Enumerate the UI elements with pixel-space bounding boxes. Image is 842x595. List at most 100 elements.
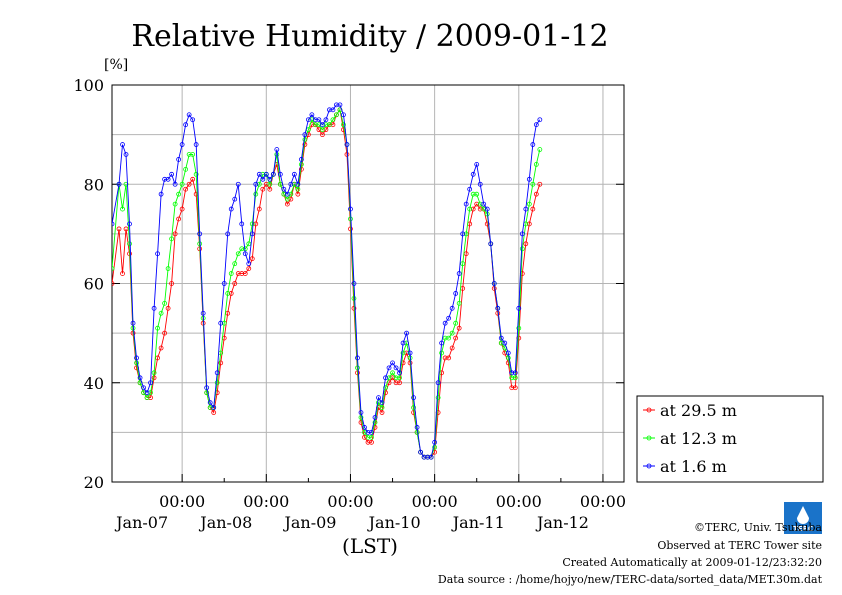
- data-point: [288, 191, 294, 197]
- data-point: [411, 395, 416, 401]
- y-axis: 20 40 60 80 100: [73, 76, 624, 492]
- data-point: [256, 171, 262, 177]
- data-point: [383, 385, 388, 391]
- data-point: [169, 171, 175, 177]
- credit-copyright: ©TERC, Univ. Tsukuba: [694, 521, 822, 534]
- data-point: [365, 439, 371, 445]
- data-point: [144, 395, 150, 401]
- data-point: [383, 375, 388, 381]
- legend-box: [636, 395, 824, 483]
- data-point: [337, 102, 343, 108]
- data-point: [365, 434, 371, 440]
- data-point: [400, 350, 406, 356]
- data-point: [379, 405, 385, 410]
- data-point: [442, 320, 448, 326]
- data-point: [516, 325, 522, 331]
- data-point: [341, 122, 346, 128]
- data-point: [320, 127, 325, 133]
- data-point: [116, 181, 122, 187]
- data-point: [235, 271, 241, 276]
- data-point: [169, 236, 175, 242]
- data-point: [390, 370, 395, 376]
- data-point: [358, 415, 364, 420]
- data-point: [123, 226, 129, 232]
- data-point: [284, 201, 290, 207]
- data-point: [449, 330, 455, 336]
- data-point: [246, 266, 252, 272]
- data-point: [484, 221, 490, 227]
- data-point: [327, 122, 332, 128]
- data-point: [526, 176, 532, 182]
- data-point: [172, 231, 178, 237]
- data-point: [225, 231, 231, 237]
- data-point: [533, 191, 539, 197]
- data-point: [295, 186, 301, 192]
- data-point: [134, 360, 139, 366]
- data-point: [418, 449, 424, 455]
- data-point: [512, 375, 518, 381]
- data-point: [239, 246, 245, 252]
- x-tick-time-label: 00:00: [412, 492, 458, 511]
- credit-observed: Observed at TERC Tower site: [657, 539, 822, 552]
- data-point: [253, 221, 259, 227]
- data-point: [291, 181, 297, 187]
- data-point: [372, 420, 378, 425]
- data-point: [211, 410, 217, 415]
- data-point: [249, 256, 255, 262]
- x-axis: 00:00 Jan-07 00:00 Jan-08 00:00 Jan-09 00:00 Ja…: [114, 474, 626, 532]
- data-point: [351, 295, 357, 301]
- data-point: [249, 231, 255, 237]
- data-point: [530, 181, 536, 187]
- data-point: [169, 281, 175, 286]
- data-point: [179, 142, 185, 147]
- data-point: [165, 176, 171, 182]
- data-point: [190, 176, 196, 182]
- data-point: [176, 216, 182, 222]
- data-point: [400, 340, 406, 346]
- data-point: [323, 127, 329, 133]
- data-point: [158, 310, 164, 316]
- data-point: [295, 191, 301, 197]
- data-point: [141, 390, 146, 396]
- data-point: [435, 380, 441, 386]
- data-point: [537, 147, 543, 152]
- data-point: [277, 171, 283, 177]
- data-point: [512, 385, 518, 391]
- data-point: [228, 271, 234, 276]
- data-point: [112, 221, 115, 227]
- data-point: [232, 281, 238, 286]
- data-point: [204, 390, 210, 396]
- data-point: [179, 181, 185, 187]
- data-point: [460, 261, 466, 267]
- data-point: [127, 221, 132, 227]
- legend-label: at 1.6 m: [660, 457, 727, 476]
- y-tick-label: 80: [84, 175, 104, 194]
- data-point: [481, 201, 487, 207]
- data-point: [320, 122, 325, 128]
- data-point: [165, 305, 171, 311]
- data-point: [172, 201, 178, 207]
- data-point: [207, 400, 213, 406]
- data-point: [253, 191, 259, 197]
- y-tick-label: 100: [73, 76, 104, 95]
- data-point: [155, 251, 160, 257]
- data-point: [533, 122, 539, 128]
- data-point: [512, 370, 518, 376]
- data-point: [369, 434, 374, 440]
- data-point: [123, 181, 129, 187]
- data-point: [407, 350, 413, 356]
- data-point: [519, 246, 525, 252]
- data-point: [267, 176, 273, 182]
- data-point: [393, 365, 399, 371]
- data-point: [498, 340, 504, 346]
- data-point: [96, 306, 100, 310]
- data-point: [103, 296, 107, 300]
- data-point: [186, 112, 192, 118]
- data-point: [316, 127, 322, 133]
- data-point: [284, 191, 290, 197]
- data-point: [393, 375, 399, 381]
- data-point: [523, 241, 529, 247]
- series-line: [112, 108, 541, 458]
- data-point: [530, 142, 536, 147]
